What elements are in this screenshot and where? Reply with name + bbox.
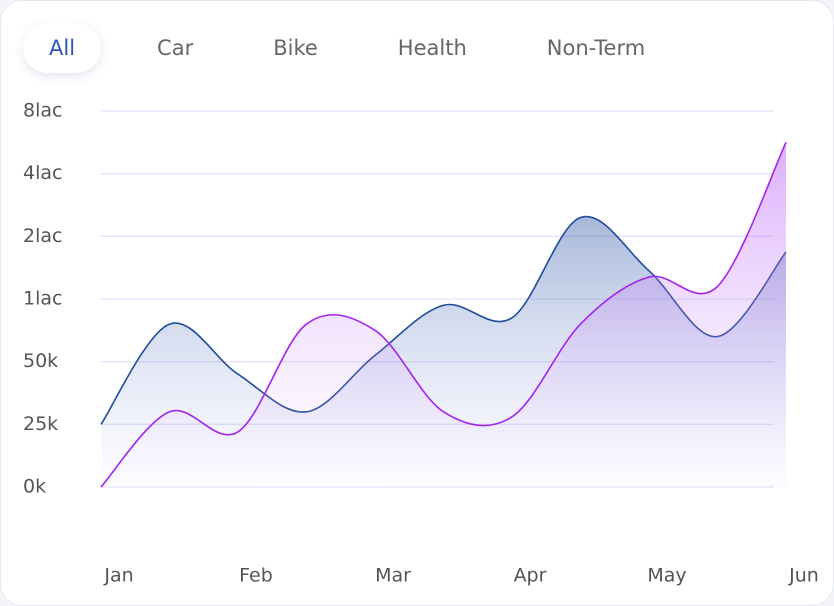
x-tick-label: Apr [514,565,547,587]
y-tick-label: 0k [23,476,46,498]
y-tick-label: 25k [23,413,58,435]
x-tick-label: Jun [788,565,819,587]
y-tick-label: 8lac [23,100,62,122]
x-tick-label: Mar [375,565,411,587]
y-tick-label: 2lac [23,225,62,247]
tab-bar: All Car Bike Health Non-Term [23,23,699,73]
x-tick-label: Feb [239,565,273,587]
tab[interactable]: Car [157,36,194,60]
x-tick-label: Jan [103,565,133,587]
area [101,142,786,488]
tab[interactable]: All [23,23,102,73]
x-tick-label: May [647,565,686,587]
y-tick-label: 4lac [23,162,62,184]
y-tick-label: 1lac [23,288,62,310]
y-tick-label: 50k [23,350,58,372]
tab[interactable]: Bike [273,36,318,60]
line [100,141,787,488]
tab[interactable]: Health [397,36,467,60]
tab[interactable]: Non-Term [546,36,646,60]
